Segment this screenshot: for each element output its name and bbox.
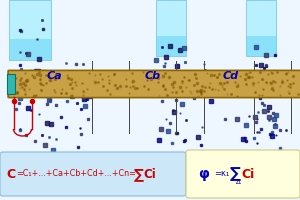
FancyBboxPatch shape bbox=[156, 0, 186, 56]
Text: φ: φ bbox=[198, 167, 209, 181]
FancyBboxPatch shape bbox=[246, 0, 276, 56]
Text: ∑: ∑ bbox=[230, 166, 241, 182]
FancyBboxPatch shape bbox=[9, 0, 51, 60]
Text: Cb: Cb bbox=[145, 71, 161, 81]
FancyBboxPatch shape bbox=[186, 150, 300, 198]
Bar bbox=[9, 39, 51, 60]
Bar bbox=[246, 36, 276, 56]
Text: C: C bbox=[6, 168, 15, 180]
Bar bbox=[8, 74, 15, 94]
Text: Ca: Ca bbox=[46, 71, 62, 81]
Text: Ci: Ci bbox=[242, 168, 255, 180]
Text: =κ₁: =κ₁ bbox=[214, 170, 230, 178]
Text: ∑: ∑ bbox=[134, 167, 143, 181]
Text: Δ: Δ bbox=[236, 179, 241, 185]
FancyBboxPatch shape bbox=[8, 70, 300, 98]
Text: Cd: Cd bbox=[223, 71, 239, 81]
FancyBboxPatch shape bbox=[0, 152, 186, 196]
Text: Ci: Ci bbox=[143, 168, 156, 180]
Text: =C₁+...+Ca+Cb+Cd+...+Cn=: =C₁+...+Ca+Cb+Cd+...+Cn= bbox=[16, 170, 136, 178]
Bar bbox=[156, 36, 186, 56]
